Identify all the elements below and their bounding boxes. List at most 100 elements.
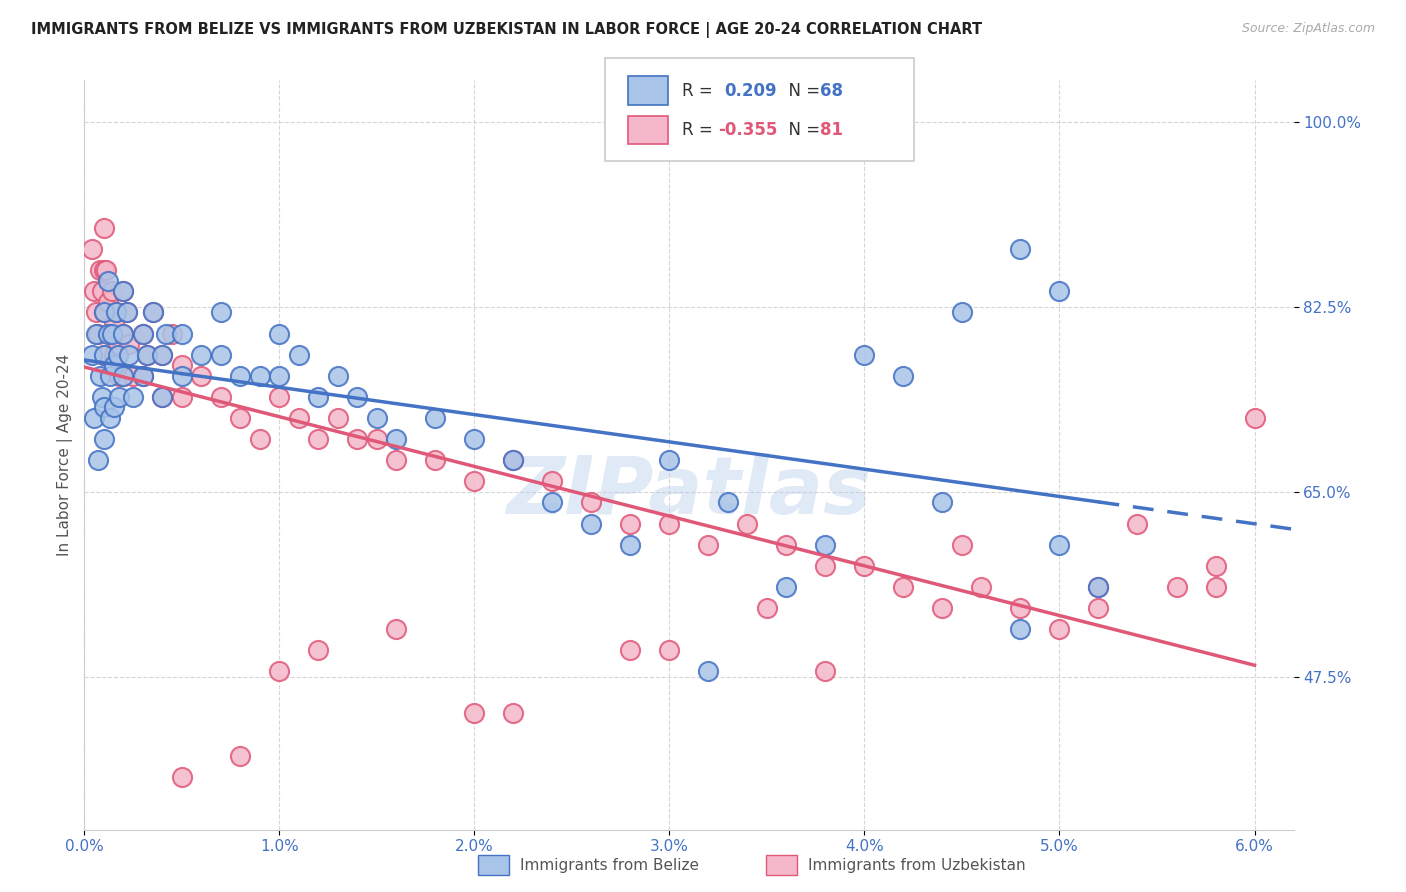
Point	[103, 358, 125, 372]
Point	[93, 432, 115, 446]
Point	[269, 390, 291, 404]
Point	[108, 390, 131, 404]
Text: 0.209: 0.209	[724, 81, 776, 100]
Y-axis label: In Labor Force | Age 20-24: In Labor Force | Age 20-24	[58, 354, 73, 556]
Point	[775, 538, 797, 552]
Point	[103, 316, 125, 330]
Text: 81: 81	[820, 121, 842, 139]
Point	[385, 622, 408, 636]
Point	[100, 285, 122, 299]
Point	[170, 770, 193, 784]
Point	[619, 643, 641, 657]
Point	[170, 368, 193, 383]
Point	[366, 432, 388, 446]
Point	[581, 516, 603, 531]
Point	[814, 665, 837, 679]
Point	[755, 601, 778, 615]
Point	[1010, 622, 1032, 636]
Point	[94, 263, 117, 277]
Point	[104, 305, 127, 319]
Text: Immigrants from Uzbekistan: Immigrants from Uzbekistan	[808, 858, 1026, 872]
Point	[853, 348, 876, 362]
Point	[190, 368, 212, 383]
Point	[112, 285, 135, 299]
Point	[98, 326, 121, 341]
Point	[502, 706, 524, 721]
Point	[288, 411, 311, 425]
Point	[135, 348, 157, 362]
Point	[83, 285, 105, 299]
Point	[135, 348, 157, 362]
Point	[970, 580, 993, 594]
Point	[90, 390, 112, 404]
Point	[619, 516, 641, 531]
Point	[893, 580, 915, 594]
Point	[249, 368, 271, 383]
Point	[150, 390, 173, 404]
Point	[112, 326, 135, 341]
Point	[1049, 538, 1071, 552]
Point	[425, 411, 447, 425]
Point	[1087, 580, 1109, 594]
Point	[229, 411, 252, 425]
Point	[385, 453, 408, 467]
Point	[118, 337, 141, 351]
Point	[229, 368, 252, 383]
Point	[90, 285, 112, 299]
Point	[170, 326, 193, 341]
Point	[581, 495, 603, 509]
Point	[326, 368, 349, 383]
Point	[93, 221, 115, 235]
Point	[1049, 622, 1071, 636]
Point	[1010, 242, 1032, 256]
Point	[307, 432, 329, 446]
Point	[98, 368, 121, 383]
Point	[108, 368, 131, 383]
Text: R =: R =	[682, 121, 718, 139]
Text: R =: R =	[682, 81, 723, 100]
Point	[104, 305, 127, 319]
Point	[209, 390, 232, 404]
Point	[103, 401, 125, 415]
Point	[658, 453, 681, 467]
Point	[103, 348, 125, 362]
Point	[170, 390, 193, 404]
Point	[93, 305, 115, 319]
Point	[1126, 516, 1149, 531]
Point	[502, 453, 524, 467]
Point	[118, 348, 141, 362]
Point	[93, 348, 115, 362]
Point	[160, 326, 183, 341]
Point	[950, 305, 973, 319]
Point	[132, 368, 155, 383]
Point	[425, 453, 447, 467]
Point	[82, 348, 104, 362]
Point	[541, 475, 564, 489]
Point	[87, 453, 110, 467]
Point	[346, 432, 368, 446]
Text: N =: N =	[778, 121, 825, 139]
Point	[658, 643, 681, 657]
Point	[463, 475, 485, 489]
Point	[326, 411, 349, 425]
Point	[97, 326, 120, 341]
Point	[950, 538, 973, 552]
Text: Source: ZipAtlas.com: Source: ZipAtlas.com	[1241, 22, 1375, 36]
Point	[93, 348, 115, 362]
Point	[697, 665, 720, 679]
Point	[1166, 580, 1188, 594]
Point	[737, 516, 759, 531]
Point	[288, 348, 311, 362]
Point	[117, 305, 139, 319]
Point	[93, 263, 115, 277]
Point	[1049, 285, 1071, 299]
Point	[853, 558, 876, 573]
Point	[541, 495, 564, 509]
Point	[87, 326, 110, 341]
Point	[122, 390, 145, 404]
Point	[697, 538, 720, 552]
Point	[775, 580, 797, 594]
Point	[463, 706, 485, 721]
Point	[150, 348, 173, 362]
Point	[931, 601, 953, 615]
